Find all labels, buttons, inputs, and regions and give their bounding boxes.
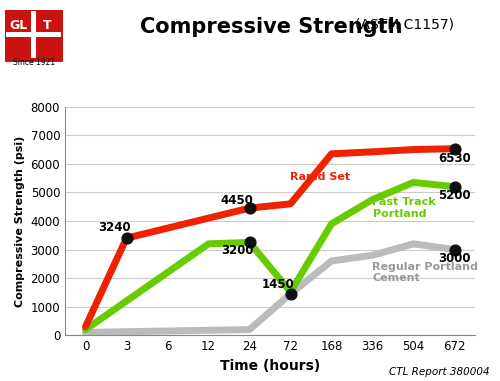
Point bbox=[450, 146, 458, 152]
Text: 4450: 4450 bbox=[221, 194, 254, 208]
Point bbox=[450, 184, 458, 190]
Point bbox=[450, 247, 458, 253]
Bar bbox=[6, 32, 62, 37]
Text: Regular Portland
Cement: Regular Portland Cement bbox=[372, 262, 478, 283]
FancyBboxPatch shape bbox=[4, 8, 64, 61]
Text: T: T bbox=[42, 19, 51, 32]
Text: 1450: 1450 bbox=[262, 278, 294, 291]
Point bbox=[246, 205, 254, 211]
Point bbox=[246, 239, 254, 245]
Text: Compressive Strength: Compressive Strength bbox=[140, 17, 402, 37]
Text: 3240: 3240 bbox=[98, 221, 130, 234]
Text: Fast Track
Portland: Fast Track Portland bbox=[372, 197, 436, 219]
Text: Rapid Set: Rapid Set bbox=[290, 172, 350, 182]
Point bbox=[122, 235, 130, 241]
Text: GL: GL bbox=[10, 19, 28, 32]
Text: Since 1921: Since 1921 bbox=[12, 58, 55, 67]
Bar bbox=[31, 11, 36, 58]
Point bbox=[286, 291, 294, 297]
Text: 5200: 5200 bbox=[438, 189, 471, 202]
X-axis label: Time (hours): Time (hours) bbox=[220, 359, 320, 373]
Text: (ASTM C1157): (ASTM C1157) bbox=[355, 17, 454, 31]
Text: 3000: 3000 bbox=[438, 252, 471, 265]
Text: 6530: 6530 bbox=[438, 152, 471, 165]
Text: CTL Report 380004: CTL Report 380004 bbox=[390, 367, 490, 377]
Text: 3200: 3200 bbox=[221, 245, 254, 258]
Y-axis label: Compressive Strength (psi): Compressive Strength (psi) bbox=[15, 135, 25, 307]
